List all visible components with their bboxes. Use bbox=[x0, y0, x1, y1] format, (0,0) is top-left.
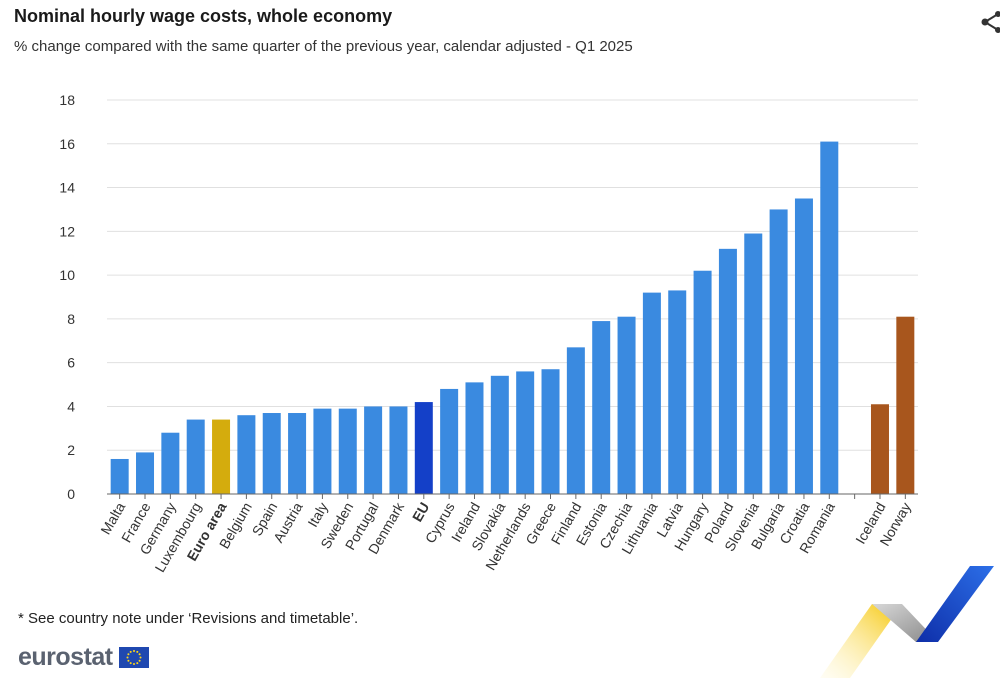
bar-iceland[interactable] bbox=[870, 404, 889, 494]
eurostat-chevron-decoration bbox=[820, 566, 994, 678]
bar-belgium[interactable] bbox=[237, 415, 256, 494]
y-tick-label: 14 bbox=[59, 180, 75, 196]
bar-latvia[interactable] bbox=[668, 290, 687, 494]
bar-austria[interactable] bbox=[288, 413, 307, 494]
footnote: * See country note under ‘Revisions and … bbox=[18, 610, 359, 627]
bar-romania[interactable] bbox=[820, 141, 839, 495]
bar-greece[interactable] bbox=[541, 369, 560, 494]
bar-poland[interactable] bbox=[718, 248, 737, 494]
bar-norway[interactable] bbox=[896, 316, 915, 494]
bar-eu[interactable] bbox=[414, 402, 433, 494]
bar-hungary[interactable] bbox=[693, 270, 712, 494]
bar-denmark[interactable] bbox=[389, 406, 408, 494]
logo-text: eurostat bbox=[18, 643, 113, 671]
share-icon[interactable] bbox=[980, 10, 1000, 34]
y-tick-label: 16 bbox=[59, 136, 75, 152]
bar-germany[interactable] bbox=[161, 432, 180, 494]
bar-lithuania[interactable] bbox=[642, 292, 661, 494]
bar-luxembourg[interactable] bbox=[186, 419, 205, 494]
y-tick-label: 8 bbox=[67, 311, 75, 327]
bar-sweden[interactable] bbox=[338, 408, 357, 494]
bar-finland[interactable] bbox=[566, 347, 585, 494]
bar-malta[interactable] bbox=[110, 458, 129, 494]
bar-netherlands[interactable] bbox=[516, 371, 535, 494]
bar-euro-area[interactable] bbox=[212, 419, 231, 494]
bar-slovenia[interactable] bbox=[744, 233, 763, 494]
bar-slovakia[interactable] bbox=[490, 375, 509, 494]
bar-spain[interactable] bbox=[262, 413, 281, 494]
bar-czechia[interactable] bbox=[617, 316, 636, 494]
chart-subtitle: % change compared with the same quarter … bbox=[14, 38, 633, 55]
y-tick-label: 12 bbox=[59, 223, 75, 239]
bar-croatia[interactable] bbox=[794, 198, 813, 495]
y-tick-label: 4 bbox=[67, 398, 75, 414]
bar-italy[interactable] bbox=[313, 408, 332, 494]
bar-chart: 024681012141618MaltaFranceGermanyLuxembo… bbox=[59, 92, 918, 575]
eu-flag-icon bbox=[118, 647, 149, 668]
y-tick-label: 2 bbox=[67, 442, 75, 458]
bar-portugal[interactable] bbox=[364, 406, 383, 494]
bar-bulgaria[interactable] bbox=[769, 209, 788, 494]
eurostat-logo[interactable]: eurostat bbox=[18, 643, 149, 672]
chart-title: Nominal hourly wage costs, whole economy bbox=[14, 6, 393, 26]
bar-france[interactable] bbox=[136, 452, 155, 494]
x-tick-label: EU bbox=[409, 500, 433, 525]
bar-cyprus[interactable] bbox=[440, 388, 459, 494]
bar-estonia[interactable] bbox=[592, 321, 611, 494]
y-tick-label: 18 bbox=[59, 92, 75, 108]
bar-ireland[interactable] bbox=[465, 382, 484, 494]
y-tick-label: 6 bbox=[67, 355, 75, 371]
y-tick-label: 0 bbox=[67, 486, 75, 502]
y-tick-label: 10 bbox=[59, 267, 75, 283]
